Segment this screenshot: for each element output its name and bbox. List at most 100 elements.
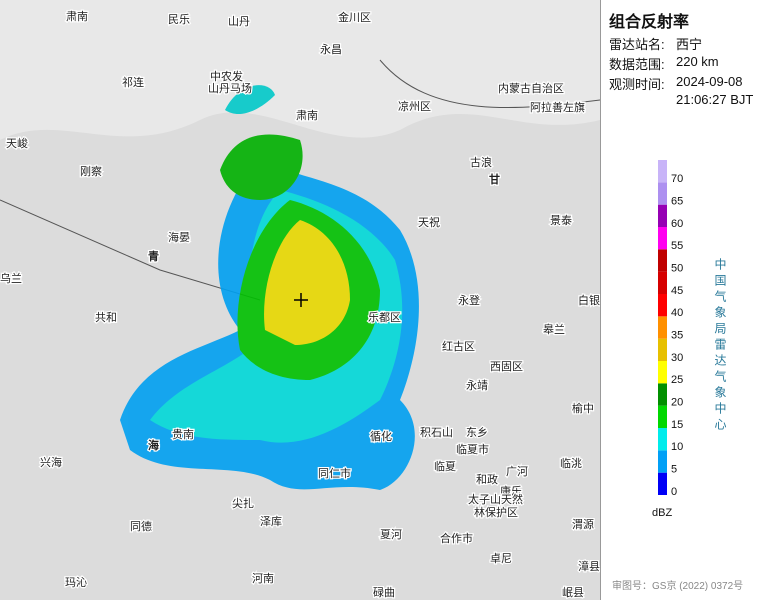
place-label: 卓尼 xyxy=(490,552,512,565)
place-label: 临夏市 xyxy=(456,442,489,456)
place-label: 内蒙古自治区 xyxy=(498,81,564,95)
place-label: 天峻 xyxy=(6,136,28,150)
place-label: 山丹 xyxy=(228,15,250,28)
scale-label: 0 xyxy=(671,486,677,498)
place-label: 民乐 xyxy=(168,13,190,26)
radar-echo xyxy=(120,85,419,490)
place-label: 同仁市 xyxy=(318,466,351,480)
place-label: 青 xyxy=(148,249,159,263)
place-label: 岷县 xyxy=(562,586,584,599)
scale-segment xyxy=(658,294,667,317)
row-value: 西宁 xyxy=(676,37,703,52)
place-label: 尖扎 xyxy=(232,496,254,510)
scale-segment xyxy=(658,472,667,495)
color-scale: 0 5 10 15 20 25 30 35 40 45 50 55 60 65 70 xyxy=(658,160,683,498)
scale-label: 60 xyxy=(671,218,683,230)
place-label: 合作市 xyxy=(440,531,473,545)
side-text: 中国气象局雷达气象中心 xyxy=(713,258,727,434)
scale-segment xyxy=(658,204,667,227)
row-label: 雷达站名: xyxy=(609,37,665,52)
border xyxy=(379,59,600,109)
place-label: 共和 xyxy=(95,311,117,324)
place-label: 循化 xyxy=(370,429,392,443)
scale-segment xyxy=(658,361,667,384)
scale-label: 70 xyxy=(671,173,683,185)
place-label: 太子山天然 xyxy=(468,492,523,506)
scale-label: 45 xyxy=(671,285,683,297)
place-label: 和政 xyxy=(476,472,498,486)
place-label: 康乐 xyxy=(500,484,522,498)
place-label: 永登 xyxy=(458,293,480,307)
approval: 审图号：GS京 (2022) 0372号 xyxy=(612,581,744,592)
place-label: 榆中 xyxy=(572,401,594,415)
place-label: 乌兰 xyxy=(0,271,22,285)
place-label: 同德 xyxy=(130,519,152,533)
row-value: 21:06:27 BJT xyxy=(676,92,754,107)
place-label: 兴海 xyxy=(40,455,62,469)
row-label: 数据范围: xyxy=(609,57,665,72)
place-label: 甘 xyxy=(489,172,500,186)
place-label: 肃南 xyxy=(66,10,88,23)
scale-label: 10 xyxy=(671,441,683,453)
place-label: 临夏 xyxy=(434,459,456,473)
place-label: 祁连 xyxy=(122,75,144,89)
place-label: 西固区 xyxy=(490,360,523,373)
place-label: 东乡 xyxy=(466,426,488,439)
row-value: 2024-09-08 xyxy=(676,74,743,89)
scale-segment xyxy=(658,316,667,339)
row-value: 220 km xyxy=(676,54,719,69)
place-label: 贵南 xyxy=(172,428,194,441)
place-label: 古浪 xyxy=(470,155,492,169)
place-label: 红古区 xyxy=(442,340,475,353)
place-label: 林保护区 xyxy=(474,505,518,519)
place-label: 海 xyxy=(148,438,159,452)
unit: dBZ xyxy=(652,507,673,519)
place-label: 金川区 xyxy=(338,10,371,24)
scale-segment xyxy=(658,405,667,428)
info-panel: 0 5 10 15 20 25 30 35 40 45 50 55 60 65 70 xyxy=(600,0,757,600)
place-label: 漳县 xyxy=(578,559,600,573)
scale-segment xyxy=(658,227,667,250)
row-label: 观测时间: xyxy=(609,77,665,92)
terrain-light xyxy=(0,0,600,140)
place-label: 刚察 xyxy=(80,164,102,178)
scale-label: 20 xyxy=(671,397,683,409)
place-label: 皋兰 xyxy=(543,322,565,336)
scale-segment xyxy=(658,450,667,473)
place-label: 临洮 xyxy=(560,456,582,470)
radar-site xyxy=(294,293,308,307)
place-label: 夏河 xyxy=(380,528,402,541)
scale-label: 50 xyxy=(671,263,683,275)
scale-segment xyxy=(658,338,667,361)
place-label: 乐都区 xyxy=(368,311,401,324)
place-label: 河南 xyxy=(252,572,274,585)
place-label: 中农发 xyxy=(210,69,243,83)
scale-segment xyxy=(658,182,667,205)
place-label: 白银 xyxy=(578,293,600,307)
place-label: 肃南 xyxy=(296,109,318,122)
place-label: 阿拉善左旗 xyxy=(530,100,585,114)
scale-label: 25 xyxy=(671,374,683,386)
place-label: 碌曲 xyxy=(373,586,395,599)
place-label: 天祝 xyxy=(418,215,440,229)
scale-segment xyxy=(658,428,667,451)
scale-label: 5 xyxy=(671,464,677,476)
place-label: 广河 xyxy=(506,465,528,478)
place-label: 山丹马场 xyxy=(208,81,252,95)
scale-label: 65 xyxy=(671,196,683,208)
place-label: 玛沁 xyxy=(65,576,87,589)
scale-segment xyxy=(658,249,667,272)
scale-label: 40 xyxy=(671,307,683,319)
place-label: 积石山 xyxy=(420,426,453,439)
scale-segment xyxy=(658,160,667,183)
scale-segment xyxy=(658,271,667,294)
scale-segment xyxy=(658,383,667,406)
scale-label: 30 xyxy=(671,352,683,364)
scale-label: 35 xyxy=(671,330,683,342)
scale-label: 55 xyxy=(671,240,683,252)
place-label: 景泰 xyxy=(550,213,572,227)
place-label: 永昌 xyxy=(320,42,342,56)
place-label: 永靖 xyxy=(466,378,488,392)
